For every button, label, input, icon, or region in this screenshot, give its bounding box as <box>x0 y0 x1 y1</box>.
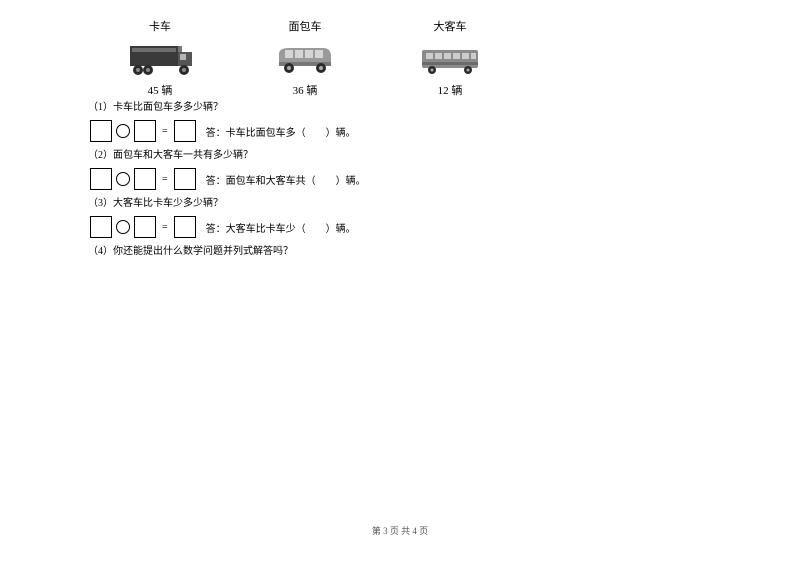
vehicle-van-count: 36 辆 <box>293 82 318 98</box>
q2-prompt: （2）面包车和大客车一共有多少辆？ <box>88 148 588 164</box>
q2-equation: = 答：面包车和大客车共（ ）辆。 <box>88 168 588 190</box>
equals-sign: = <box>162 222 168 233</box>
equals-sign: = <box>162 174 168 185</box>
van-icon <box>265 38 345 78</box>
input-box[interactable] <box>90 120 112 142</box>
input-box[interactable] <box>134 120 156 142</box>
vehicle-bus-label: 大客车 <box>434 18 467 34</box>
q3-prompt: （3）大客车比卡车少多少辆？ <box>88 196 588 212</box>
equals-sign: = <box>162 126 168 137</box>
vehicle-van-label: 面包车 <box>289 18 322 34</box>
q3-answer: 答：大客车比卡车少（ ）辆。 <box>206 220 356 235</box>
input-box[interactable] <box>90 168 112 190</box>
q1-prompt: （1）卡车比面包车多多少辆？ <box>88 100 588 116</box>
page-footer: 第 3 页 共 4 页 <box>0 524 800 537</box>
vehicle-bus: 大客车 12 辆 <box>405 18 495 98</box>
vehicle-truck-count: 45 辆 <box>148 82 173 98</box>
input-box[interactable] <box>174 120 196 142</box>
q1-answer: 答：卡车比面包车多（ ）辆。 <box>206 124 356 139</box>
vehicle-bus-count: 12 辆 <box>438 82 463 98</box>
input-box[interactable] <box>90 216 112 238</box>
truck-icon <box>120 38 200 78</box>
vehicle-row: 卡车 45 辆 面包车 <box>115 18 495 98</box>
q4-prompt: （4）你还能提出什么数学问题并列式解答吗？ <box>88 244 588 260</box>
input-box[interactable] <box>134 216 156 238</box>
questions-block: （1）卡车比面包车多多少辆？ = 答：卡车比面包车多（ ）辆。 （2）面包车和大… <box>88 100 588 260</box>
operator-circle[interactable] <box>116 124 130 138</box>
q1-equation: = 答：卡车比面包车多（ ）辆。 <box>88 120 588 142</box>
input-box[interactable] <box>134 168 156 190</box>
vehicle-truck-label: 卡车 <box>149 18 171 34</box>
input-box[interactable] <box>174 216 196 238</box>
operator-circle[interactable] <box>116 220 130 234</box>
vehicle-van: 面包车 36 辆 <box>260 18 350 98</box>
vehicle-truck: 卡车 45 辆 <box>115 18 205 98</box>
operator-circle[interactable] <box>116 172 130 186</box>
q3-equation: = 答：大客车比卡车少（ ）辆。 <box>88 216 588 238</box>
bus-icon <box>410 38 490 78</box>
page: 卡车 45 辆 面包车 <box>0 0 800 565</box>
input-box[interactable] <box>174 168 196 190</box>
q2-answer: 答：面包车和大客车共（ ）辆。 <box>206 172 366 187</box>
